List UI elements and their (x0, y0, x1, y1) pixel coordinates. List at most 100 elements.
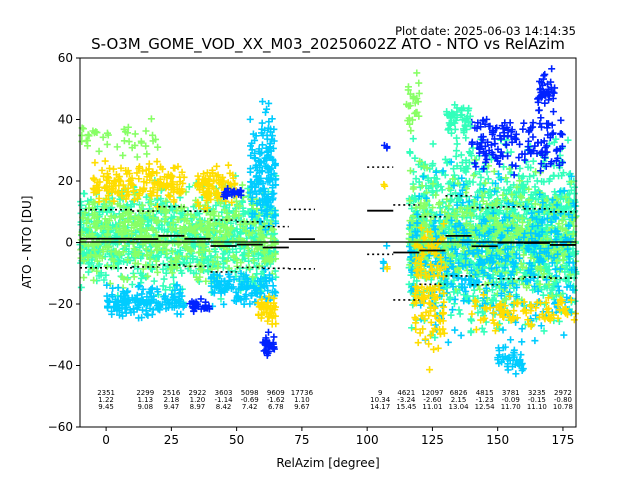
data-point (153, 192, 161, 200)
data-point (496, 272, 504, 280)
data-point (525, 146, 533, 154)
data-point (99, 207, 107, 215)
data-point (444, 338, 452, 346)
data-point (139, 167, 147, 175)
data-point (548, 286, 556, 294)
data-point (565, 198, 573, 206)
data-point (146, 305, 154, 313)
data-point (513, 314, 521, 322)
data-point (541, 99, 549, 107)
data-point (180, 173, 188, 181)
data-point (520, 298, 528, 306)
data-point (504, 199, 512, 207)
data-point (498, 358, 506, 366)
data-point (429, 180, 437, 188)
data-point (447, 158, 455, 166)
data-point (536, 299, 544, 307)
data-point (139, 186, 147, 194)
data-point (554, 301, 562, 309)
data-point (499, 312, 507, 320)
data-point (217, 227, 225, 235)
data-point (512, 250, 520, 258)
data-point (406, 167, 414, 175)
data-point (91, 246, 99, 254)
data-point (116, 213, 124, 221)
data-point (491, 187, 499, 195)
data-point (194, 172, 202, 180)
data-point (412, 299, 420, 307)
data-point (469, 249, 477, 257)
data-point (118, 301, 126, 309)
point-cluster-6 (186, 295, 213, 315)
data-point (252, 183, 260, 191)
data-point (465, 247, 473, 255)
data-point (523, 244, 531, 252)
data-point (159, 260, 167, 268)
data-point (132, 221, 140, 229)
data-point (85, 268, 93, 276)
data-point (513, 283, 521, 291)
data-point (420, 288, 428, 296)
data-point (248, 193, 256, 201)
data-point (117, 164, 125, 172)
data-point (161, 286, 169, 294)
data-point (420, 299, 428, 307)
data-point (500, 163, 508, 171)
data-point (152, 257, 160, 265)
data-point (173, 249, 181, 257)
data-point (179, 179, 187, 187)
data-point (258, 98, 266, 106)
data-point (455, 306, 463, 314)
data-point (413, 108, 421, 116)
data-point (168, 206, 176, 214)
data-point (547, 218, 555, 226)
data-point (82, 137, 90, 145)
data-point (512, 162, 520, 170)
data-point (119, 151, 127, 159)
data-point (412, 254, 420, 261)
data-point (571, 202, 579, 210)
data-point (548, 65, 556, 73)
data-point (536, 120, 544, 128)
data-point (263, 342, 271, 350)
data-point (262, 256, 270, 264)
data-point (499, 191, 507, 199)
data-point (474, 119, 482, 127)
data-point (519, 307, 527, 315)
data-point (421, 269, 429, 277)
data-point (499, 216, 507, 224)
data-point (222, 215, 230, 223)
data-point (445, 185, 453, 193)
data-point (540, 72, 548, 80)
data-point (477, 173, 485, 181)
data-point (120, 258, 128, 266)
data-point (425, 312, 433, 320)
data-point (473, 234, 481, 242)
data-point (437, 253, 445, 261)
data-point (457, 111, 465, 119)
data-point (432, 168, 440, 176)
data-point (152, 135, 160, 143)
data-point (468, 310, 476, 318)
data-point (465, 104, 473, 112)
data-point (484, 237, 492, 245)
data-point (263, 308, 271, 316)
data-point (267, 234, 275, 242)
data-point (225, 231, 233, 239)
data-point (550, 213, 558, 221)
data-point (449, 271, 457, 279)
data-point (144, 311, 152, 319)
data-point (539, 199, 547, 207)
data-point (508, 224, 516, 232)
data-point (251, 242, 259, 250)
point-cluster-8 (246, 98, 280, 234)
data-point (161, 217, 169, 225)
data-point (175, 298, 183, 306)
data-point (434, 262, 442, 270)
data-point (149, 131, 157, 139)
data-point (233, 262, 241, 270)
data-point (149, 168, 157, 176)
data-point (89, 204, 97, 212)
data-point (447, 280, 455, 288)
